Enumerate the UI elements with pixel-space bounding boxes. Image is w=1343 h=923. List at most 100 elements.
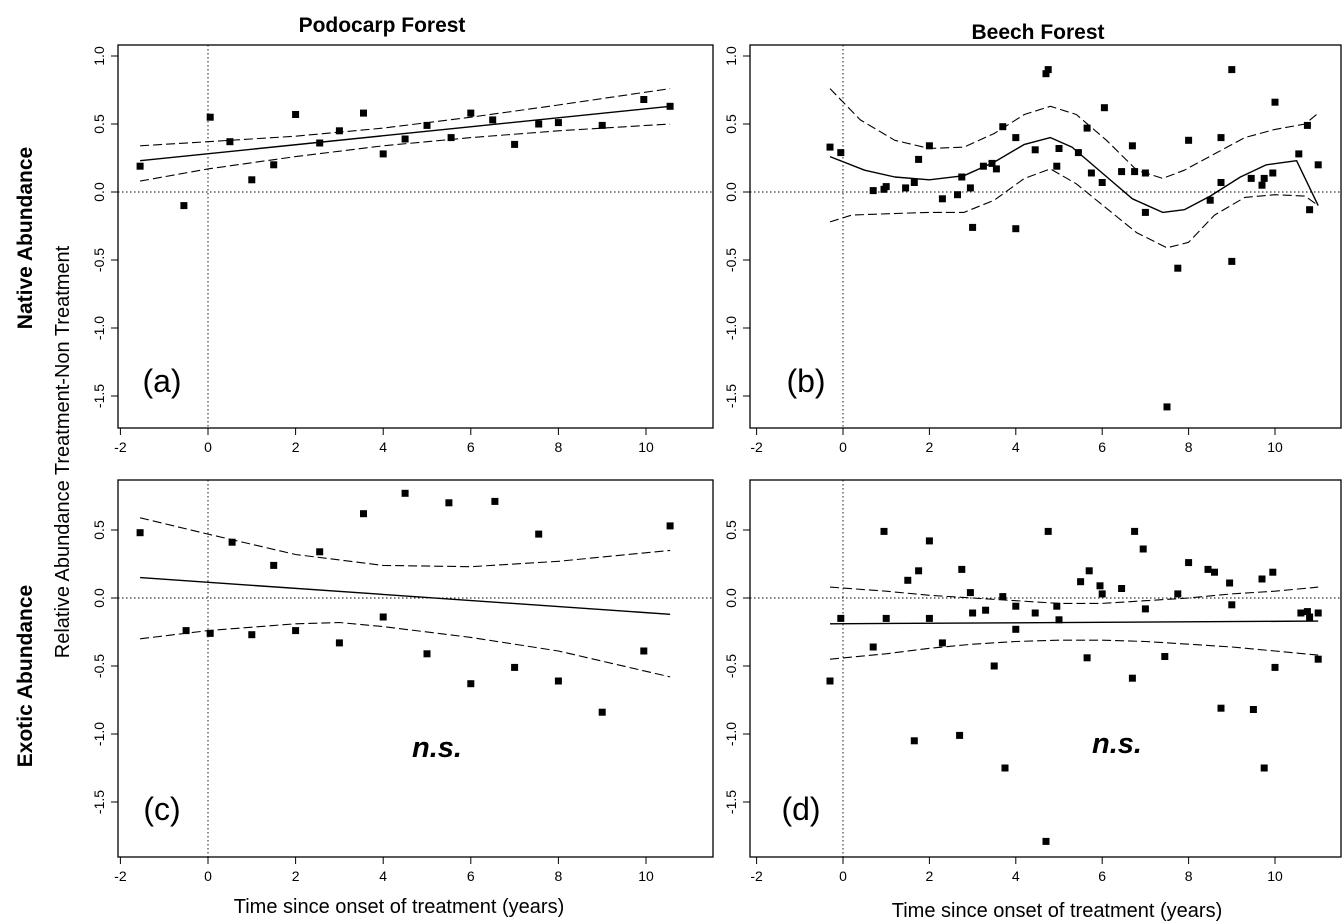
panel-c-point xyxy=(445,499,453,507)
col-title-podocarp: Podocarp Forest xyxy=(299,14,466,37)
panel-d-point xyxy=(1249,706,1257,713)
panel-d-xtick-label: 8 xyxy=(1185,868,1193,884)
panel-b-ytick-label: 0.0 xyxy=(723,182,739,202)
panel-c-point xyxy=(360,510,367,518)
panel-a-ytick-label: -0.5 xyxy=(91,248,107,272)
panel-b-point xyxy=(1174,264,1182,272)
panel-a-point xyxy=(316,139,324,147)
panel-d-xtick-label: 6 xyxy=(1098,868,1106,884)
panel-d-point xyxy=(1228,601,1236,609)
panel-b-point xyxy=(1031,146,1039,154)
panel-c-point xyxy=(206,629,214,637)
panel-c-xtick-label: 2 xyxy=(292,868,300,884)
panel-c-point xyxy=(228,538,236,546)
panel-d-point xyxy=(915,567,923,575)
panel-d-point xyxy=(982,606,990,614)
panel-d-fit-line xyxy=(829,620,1319,625)
panel-d-ci-upper xyxy=(829,586,1319,604)
panel-b-point xyxy=(869,187,877,195)
panel-d-xtick-label: 4 xyxy=(1012,868,1020,884)
panel-b-point xyxy=(954,191,961,199)
panel-c-xtick-label: 10 xyxy=(638,868,654,884)
panel-b-point xyxy=(1012,225,1020,233)
panel-b-point xyxy=(1269,169,1277,177)
panel-b-point xyxy=(1055,145,1063,152)
panel-d-point xyxy=(904,576,912,584)
panel-d-point xyxy=(1083,654,1091,662)
panel-d-point xyxy=(1118,585,1126,592)
panel-c-point xyxy=(270,561,278,569)
panel-c-ci-upper xyxy=(139,517,671,568)
panel-b-point xyxy=(902,184,910,192)
panel-d-point xyxy=(1260,764,1268,772)
panel-b-point xyxy=(925,142,933,150)
panel-b-point xyxy=(966,184,974,192)
panel-d-point xyxy=(1098,590,1106,598)
panel-c-point xyxy=(401,489,409,497)
panel-d-point xyxy=(938,639,946,647)
panel-b-point xyxy=(1217,179,1225,186)
panel-c-ytick-label: 0.5 xyxy=(91,520,107,540)
panel-d-point xyxy=(1131,527,1139,535)
panel-b-ci-upper xyxy=(829,88,1319,179)
panel-a-fit-line xyxy=(140,105,671,162)
panel-b-point xyxy=(915,155,923,163)
panel-d-point xyxy=(958,565,966,573)
panel-c-point xyxy=(511,663,519,671)
panel-d-point xyxy=(1211,568,1218,576)
panel-a-ytick-label: -1.5 xyxy=(91,384,107,408)
panel-c-point xyxy=(554,677,562,685)
panel-a-xtick-label: 0 xyxy=(204,439,212,455)
panel-d-point xyxy=(1077,578,1085,586)
panel-b-point xyxy=(837,149,845,157)
panel-a-point xyxy=(206,113,214,121)
panel-c-ytick-label: 0.0 xyxy=(91,588,107,608)
panel-d-point xyxy=(1271,663,1279,671)
panel-c-xtick-label: 0 xyxy=(204,868,212,884)
panel-b-point xyxy=(1141,169,1149,177)
panel-b-point xyxy=(1141,208,1149,216)
panel-d-tag: (d) xyxy=(781,791,820,827)
panel-c-point xyxy=(379,613,387,621)
panel-d-point xyxy=(925,537,933,545)
panel-d-point xyxy=(1269,568,1277,576)
panel-c-point xyxy=(598,708,606,716)
panel-a-point xyxy=(554,119,562,127)
panel-b-point xyxy=(1042,70,1050,78)
panel-d-ns-label: n.s. xyxy=(1092,728,1142,760)
panel-b-frame xyxy=(749,44,1342,429)
panel-b-xtick-label: 4 xyxy=(1012,439,1020,455)
panel-a-point xyxy=(180,202,188,210)
panel-a-point xyxy=(511,140,519,148)
panel-b-point xyxy=(992,165,1000,173)
col-title-beech: Beech Forest xyxy=(971,21,1104,44)
panel-d-frame xyxy=(749,479,1342,858)
panel-d-point xyxy=(882,614,890,622)
panel-c-point xyxy=(335,639,343,647)
panel-d-point xyxy=(1226,579,1234,587)
panel-a-point xyxy=(401,135,409,143)
panel-a-xtick-label: 4 xyxy=(379,439,387,455)
panel-c-point xyxy=(136,529,144,537)
panel-b-point xyxy=(1260,174,1268,182)
panel-a-point xyxy=(226,138,234,146)
panel-c-point xyxy=(640,647,648,655)
panel-c-xtick-label: 8 xyxy=(555,868,563,884)
panel-b-point xyxy=(1083,124,1091,132)
panel-b-point xyxy=(1163,403,1171,411)
panel-a-xtick-label: 8 xyxy=(555,439,563,455)
panel-b-ytick-label: 0.5 xyxy=(723,114,739,134)
panel-d-point xyxy=(990,662,998,670)
panel-b-point xyxy=(826,143,834,151)
panel-d-point xyxy=(1053,602,1061,610)
panel-d-point xyxy=(1042,837,1050,845)
y-axis-title: Relative Abundance Treatment-Non Treatme… xyxy=(52,245,74,658)
panel-d-point xyxy=(956,731,964,739)
panel-b-point xyxy=(1012,134,1020,142)
panel-a-point xyxy=(360,109,367,117)
panel-a-xtick-label: 6 xyxy=(467,439,475,455)
panel-a-point xyxy=(379,150,387,158)
panel-d-point xyxy=(1217,704,1225,712)
panel-c-ns-label: n.s. xyxy=(412,732,462,764)
panel-b-point xyxy=(910,179,918,186)
